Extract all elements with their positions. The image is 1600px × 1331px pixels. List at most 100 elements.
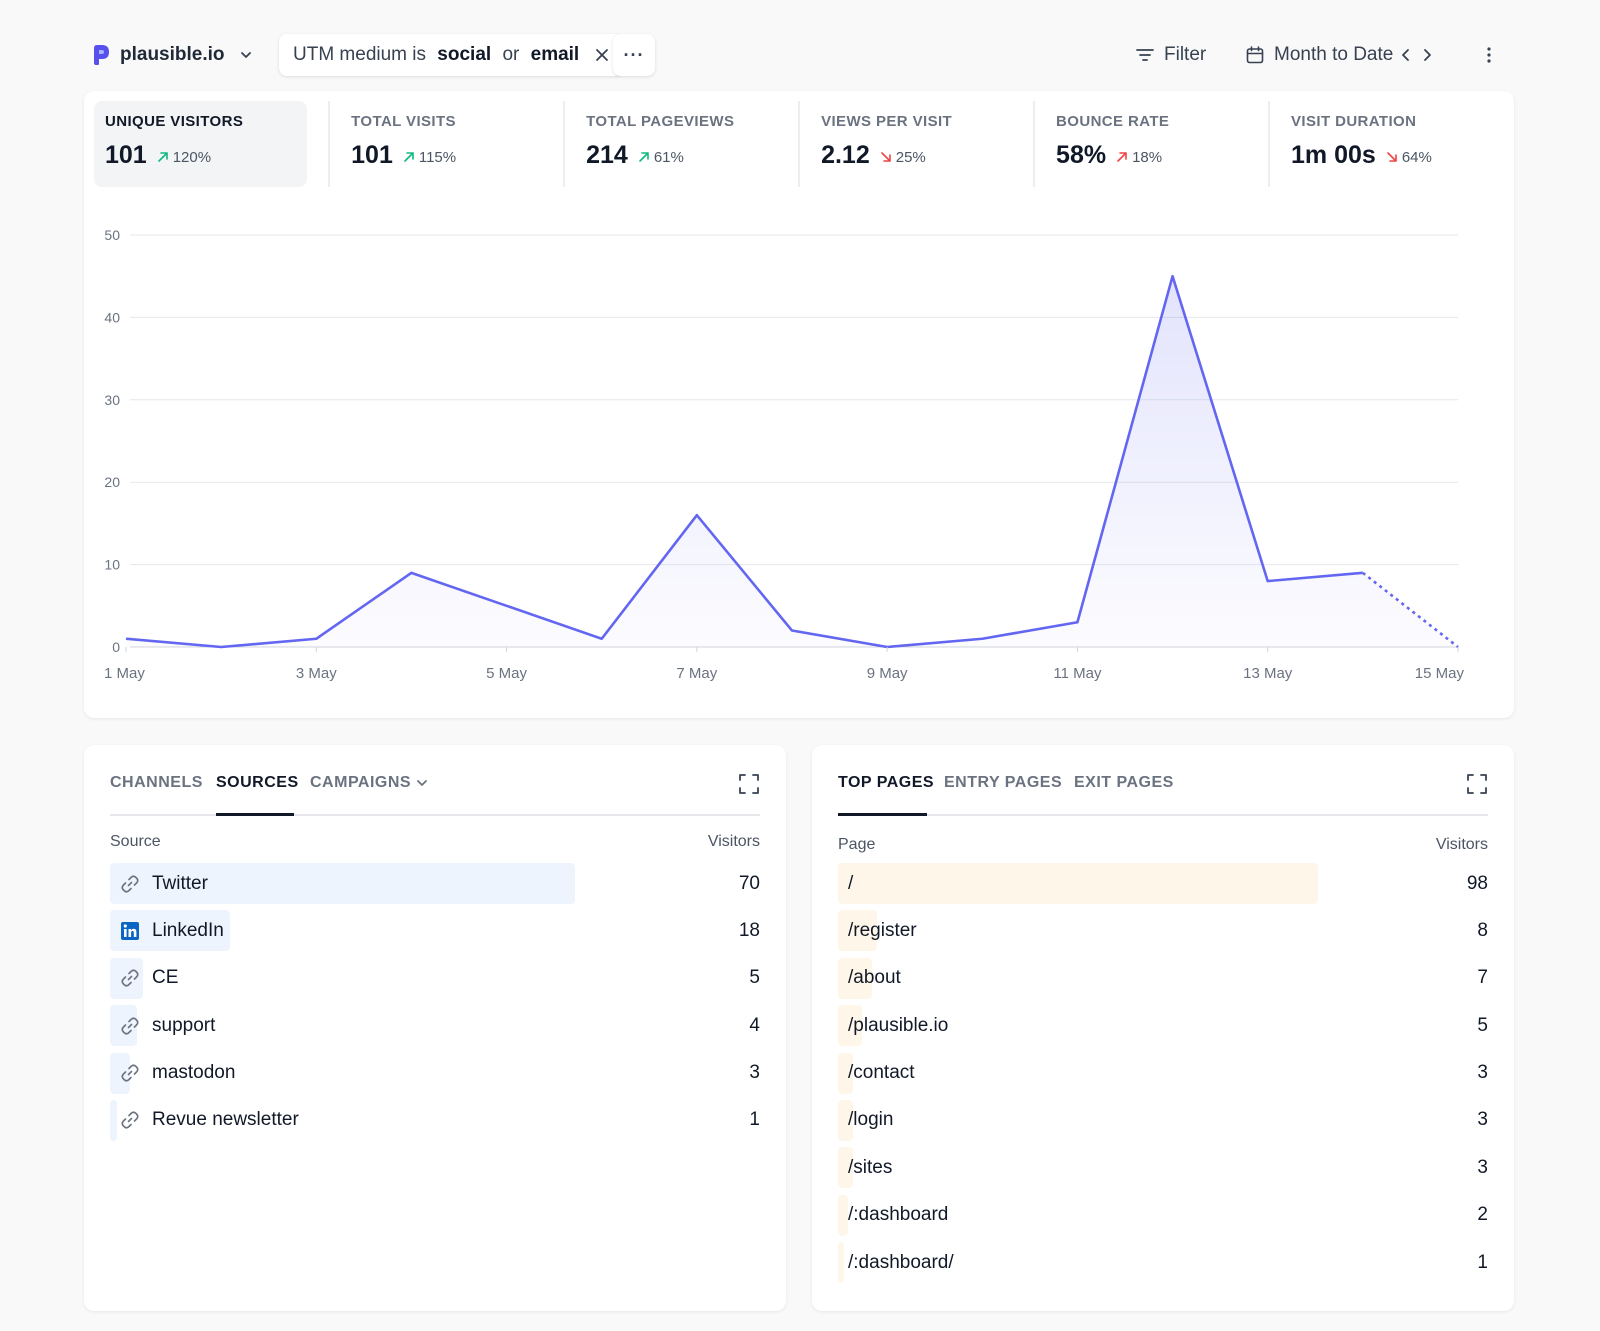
visitors-column-header: Visitors <box>1435 836 1488 853</box>
row-bar <box>838 957 873 999</box>
list-item[interactable]: /sites 3 <box>838 1147 1488 1194</box>
list-item[interactable]: /contact 3 <box>838 1052 1488 1100</box>
row-label: /contact <box>848 1053 915 1094</box>
chevron-right-icon[interactable] <box>1419 47 1435 63</box>
x-tick-label: 13 May <box>1243 665 1293 682</box>
pages-tabs: TOP PAGES ENTRY PAGES EXIT PAGES <box>838 745 1488 816</box>
metric-total-visits[interactable]: TOTAL VISITS 101 115% <box>328 101 564 187</box>
sources-tabs: CHANNELS SOURCES CAMPAIGNS <box>110 745 760 816</box>
list-item[interactable]: Revue newsletter 1 <box>110 1099 760 1147</box>
row-label-text: Twitter <box>152 872 208 894</box>
visitors-column-header: Visitors <box>707 833 760 850</box>
link-icon <box>121 1017 139 1035</box>
series-line <box>125 274 1363 649</box>
metric-change-value: 18% <box>1132 148 1163 166</box>
list-item[interactable]: support 4 <box>110 1005 760 1052</box>
row-label: CE <box>120 958 178 999</box>
site-switcher[interactable]: plausible.io <box>92 34 253 76</box>
metric-bounce-rate[interactable]: BOUNCE RATE 58% 18% <box>1033 101 1269 187</box>
metric-divider <box>563 101 566 187</box>
metric-total-pageviews[interactable]: TOTAL PAGEVIEWS 214 61% <box>563 101 799 187</box>
link-icon <box>121 874 139 893</box>
expand-icon[interactable] <box>1466 773 1488 795</box>
list-item[interactable]: /:dashboard/1 <box>838 1242 1488 1289</box>
date-range-picker[interactable]: Month to Date <box>1246 34 1393 76</box>
data-point[interactable] <box>1167 270 1179 282</box>
expand-icon[interactable] <box>738 773 760 795</box>
row-bar <box>838 1005 863 1047</box>
y-tick-label: 40 <box>104 309 120 325</box>
tab-exit-pages[interactable]: EXIT PAGES <box>1074 774 1174 791</box>
pages-card: TOP PAGES ENTRY PAGES EXIT PAGES Page Vi… <box>812 745 1514 1311</box>
y-tick-label: 10 <box>104 557 120 573</box>
active-tab-indicator <box>216 813 294 816</box>
data-point[interactable] <box>691 509 703 521</box>
data-point[interactable] <box>405 567 417 579</box>
data-point[interactable] <box>1357 567 1369 579</box>
visitors-chart[interactable]: 0 10 20 30 40 50 1 May 3 May 5 May 7 May 9 May 11 M… <box>84 221 1514 701</box>
x-tick-label: 9 May <box>867 665 908 682</box>
tab-sources[interactable]: SOURCES <box>216 774 299 791</box>
list-item[interactable]: /register 8 <box>838 910 1488 957</box>
metric-change: 18% <box>1116 149 1162 166</box>
calendar-icon <box>1246 46 1264 64</box>
metric-views-per-visit[interactable]: VIEWS PER VISIT 2.12 25% <box>798 101 1034 187</box>
list-item[interactable]: /:dashboard 2 <box>838 1194 1488 1242</box>
list-item[interactable]: / 98 <box>838 863 1488 910</box>
row-label-text: support <box>152 1014 216 1036</box>
row-value: 5 <box>749 967 760 989</box>
metric-value-row: 1m 00s 64% <box>1291 141 1493 170</box>
row-bar <box>110 1052 130 1094</box>
list-item[interactable]: /plausible.io 5 <box>838 1005 1488 1052</box>
chevron-left-icon[interactable] <box>1398 47 1414 63</box>
x-tick-label: 1 May <box>104 665 145 682</box>
close-icon[interactable] <box>595 48 609 62</box>
metric-change-value: 115% <box>418 148 457 166</box>
metric-unique-visitors[interactable]: UNIQUE VISITORS 101 120% <box>94 101 308 187</box>
sources-list: Twitter 70 LinkedIn 18 CE 5 support 4 mastodon 3 R… <box>110 863 760 1147</box>
row-label: Twitter <box>120 863 208 904</box>
kebab-menu-icon[interactable] <box>1478 44 1500 66</box>
row-label-text: /sites <box>848 1156 893 1178</box>
tab-top-pages[interactable]: TOP PAGES <box>838 774 935 791</box>
filter-label: Filter <box>1164 44 1207 65</box>
row-value: 18 <box>738 919 760 941</box>
metric-divider <box>328 101 331 187</box>
filter-button[interactable]: Filter <box>1136 34 1206 76</box>
list-item[interactable]: /login 3 <box>838 1099 1488 1147</box>
sources-card: CHANNELS SOURCES CAMPAIGNS Source Visito… <box>84 745 786 1311</box>
active-filter-pill[interactable]: UTM medium is social or email <box>279 34 624 76</box>
data-point[interactable] <box>1262 575 1274 587</box>
data-point[interactable] <box>215 641 227 653</box>
data-point[interactable] <box>596 633 608 645</box>
list-item[interactable]: /about 7 <box>838 957 1488 1005</box>
x-tick-label: 7 May <box>676 665 717 682</box>
row-bar <box>110 957 144 999</box>
data-point[interactable] <box>1071 616 1083 628</box>
tab-channels[interactable]: CHANNELS <box>110 774 203 791</box>
more-filters-button[interactable]: ··· <box>613 34 655 76</box>
metric-divider <box>1268 101 1271 187</box>
data-point[interactable] <box>501 600 513 612</box>
list-item[interactable]: LinkedIn 18 <box>110 910 760 957</box>
data-point[interactable] <box>310 633 322 645</box>
row-label: / <box>848 863 853 904</box>
data-point[interactable] <box>976 633 988 645</box>
y-tick-label: 0 <box>112 639 120 655</box>
row-label-text: Revue newsletter <box>152 1109 299 1131</box>
metric-visit-duration[interactable]: VISIT DURATION 1m 00s 64% <box>1268 101 1504 187</box>
list-item[interactable]: CE 5 <box>110 957 760 1005</box>
metric-label: VISIT DURATION <box>1291 113 1417 130</box>
y-tick-label: 20 <box>104 474 120 490</box>
tab-campaigns[interactable]: CAMPAIGNS <box>310 774 429 792</box>
list-item[interactable]: Twitter 70 <box>110 863 760 910</box>
link-icon <box>121 1111 139 1129</box>
list-item[interactable]: mastodon 3 <box>110 1052 760 1100</box>
data-point[interactable] <box>120 633 132 645</box>
data-point[interactable] <box>786 625 798 637</box>
tab-entry-pages[interactable]: ENTRY PAGES <box>944 774 1063 791</box>
chevron-down-icon <box>240 52 251 58</box>
arrow-down-right-icon <box>880 152 891 162</box>
row-label-text: CE <box>152 967 179 989</box>
link-icon <box>121 1064 139 1082</box>
